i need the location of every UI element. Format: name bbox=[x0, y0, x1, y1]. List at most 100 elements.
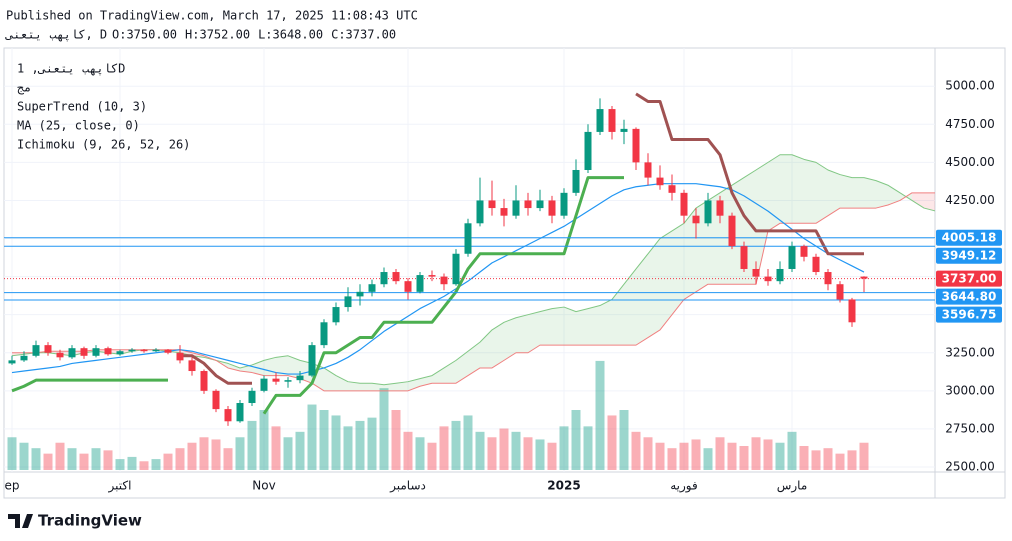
frame bbox=[3, 47, 1006, 499]
volume-bar bbox=[775, 442, 785, 470]
volume-bar bbox=[835, 453, 845, 470]
candle-body bbox=[152, 349, 160, 352]
candle-body bbox=[248, 390, 256, 404]
volume-bar bbox=[43, 453, 53, 470]
ichimoku-cloud bbox=[468, 342, 480, 376]
ichimoku-cloud bbox=[444, 360, 456, 384]
legend-entry: کاپهب یتعنی, 1D bbox=[17, 62, 125, 76]
ichimoku-cloud bbox=[792, 154, 804, 224]
y-tick-label: 4250.00 bbox=[945, 193, 995, 207]
candle-body bbox=[680, 192, 688, 216]
volume-bar bbox=[463, 415, 473, 470]
candle-body bbox=[512, 200, 520, 216]
candle-body bbox=[200, 371, 208, 391]
volume-bar bbox=[607, 415, 617, 470]
volume-bar bbox=[175, 448, 185, 470]
ichimoku-cloud bbox=[864, 177, 876, 209]
candle-body bbox=[824, 272, 832, 285]
candle-body bbox=[32, 345, 40, 356]
candle-body bbox=[68, 348, 76, 358]
ichimoku-cloud bbox=[768, 154, 780, 231]
candle-body bbox=[620, 128, 628, 132]
volume-bar bbox=[271, 426, 281, 470]
ichimoku-cloud bbox=[228, 363, 240, 372]
y-tick-label: 2750.00 bbox=[945, 421, 995, 435]
supertrend-up bbox=[11, 378, 168, 393]
brand: TradingView bbox=[38, 512, 142, 530]
ichimoku-cloud bbox=[852, 177, 864, 209]
volume-bar bbox=[559, 426, 569, 470]
ichimoku-cloud bbox=[348, 381, 360, 391]
volume-bar bbox=[715, 437, 725, 470]
volume-bar bbox=[451, 420, 461, 470]
candle-body bbox=[80, 348, 88, 356]
ichimoku-cloud bbox=[336, 375, 348, 391]
volume-bar bbox=[763, 439, 773, 470]
candle-body bbox=[284, 380, 292, 382]
candle-body bbox=[104, 348, 112, 355]
candle-body bbox=[752, 268, 760, 277]
price-tag bbox=[936, 270, 1002, 287]
candle-body bbox=[404, 281, 412, 292]
ichimoku-cloud bbox=[624, 268, 636, 346]
price-tag bbox=[936, 247, 1002, 264]
ichimoku-cloud bbox=[264, 357, 276, 376]
volume-bar bbox=[187, 442, 197, 470]
legend-entry: مج bbox=[17, 81, 31, 95]
volume-bar bbox=[319, 410, 329, 470]
price-tag bbox=[936, 229, 1002, 246]
ichimoku-cloud bbox=[288, 355, 300, 379]
candle-body bbox=[584, 131, 592, 170]
volume-bar bbox=[811, 450, 821, 470]
ichimoku-cloud bbox=[576, 308, 588, 346]
candle-body bbox=[140, 349, 148, 352]
volume-bar bbox=[427, 442, 437, 470]
ichimoku-cloud bbox=[540, 308, 552, 346]
volume-bar bbox=[283, 437, 293, 470]
volume-bar bbox=[103, 450, 113, 470]
x-tick-label: Nov bbox=[252, 479, 275, 493]
volume-bar bbox=[571, 410, 581, 470]
ichimoku-cloud bbox=[876, 180, 888, 209]
y-tick-label: 3000.00 bbox=[945, 383, 995, 397]
ichimoku-cloud bbox=[804, 159, 816, 224]
candle-body bbox=[764, 276, 772, 282]
volume-bar bbox=[151, 459, 161, 470]
x-tick-label: اكتبر bbox=[108, 479, 132, 494]
supertrend-down bbox=[180, 354, 252, 385]
ohlc: O:3750.00 H:3752.00 L:3648.00 C:3737.00 bbox=[112, 28, 396, 42]
ichimoku-cloud bbox=[912, 192, 924, 209]
volume-bar bbox=[859, 442, 869, 470]
ohlc-value: C:3737.00 bbox=[331, 28, 396, 42]
candle-body bbox=[224, 409, 232, 422]
candle-body bbox=[260, 378, 268, 391]
candle-body bbox=[392, 272, 400, 282]
ichimoku-cloud bbox=[600, 299, 612, 346]
volume-bar bbox=[631, 431, 641, 470]
volume-bar bbox=[7, 437, 17, 470]
ichimoku-cloud bbox=[780, 154, 792, 224]
candle-body bbox=[464, 223, 472, 254]
volume-bar bbox=[367, 417, 377, 470]
ichimoku-cloud bbox=[396, 381, 408, 391]
ichimoku-cloud bbox=[372, 383, 384, 391]
candle-body bbox=[716, 200, 724, 216]
volume-bar bbox=[595, 360, 605, 470]
candle-body bbox=[596, 109, 604, 132]
candle-body bbox=[44, 345, 52, 353]
candle-body bbox=[644, 162, 652, 178]
candle-body bbox=[176, 352, 184, 361]
price-tag-label: 3644.80 bbox=[942, 290, 997, 304]
candle-body bbox=[416, 275, 424, 292]
volume-bar bbox=[343, 426, 353, 470]
volume-bar bbox=[91, 448, 101, 470]
logo: TradingView bbox=[8, 512, 142, 530]
candle-body bbox=[608, 109, 616, 132]
ohlc-value: O:3750.00 bbox=[112, 28, 177, 42]
ichimoku-cloud bbox=[612, 284, 624, 346]
ichimoku-cloud bbox=[648, 238, 660, 338]
ichimoku-cloud bbox=[756, 162, 768, 285]
ohlc-value: H:3752.00 bbox=[185, 28, 250, 42]
candle-body bbox=[344, 296, 352, 308]
